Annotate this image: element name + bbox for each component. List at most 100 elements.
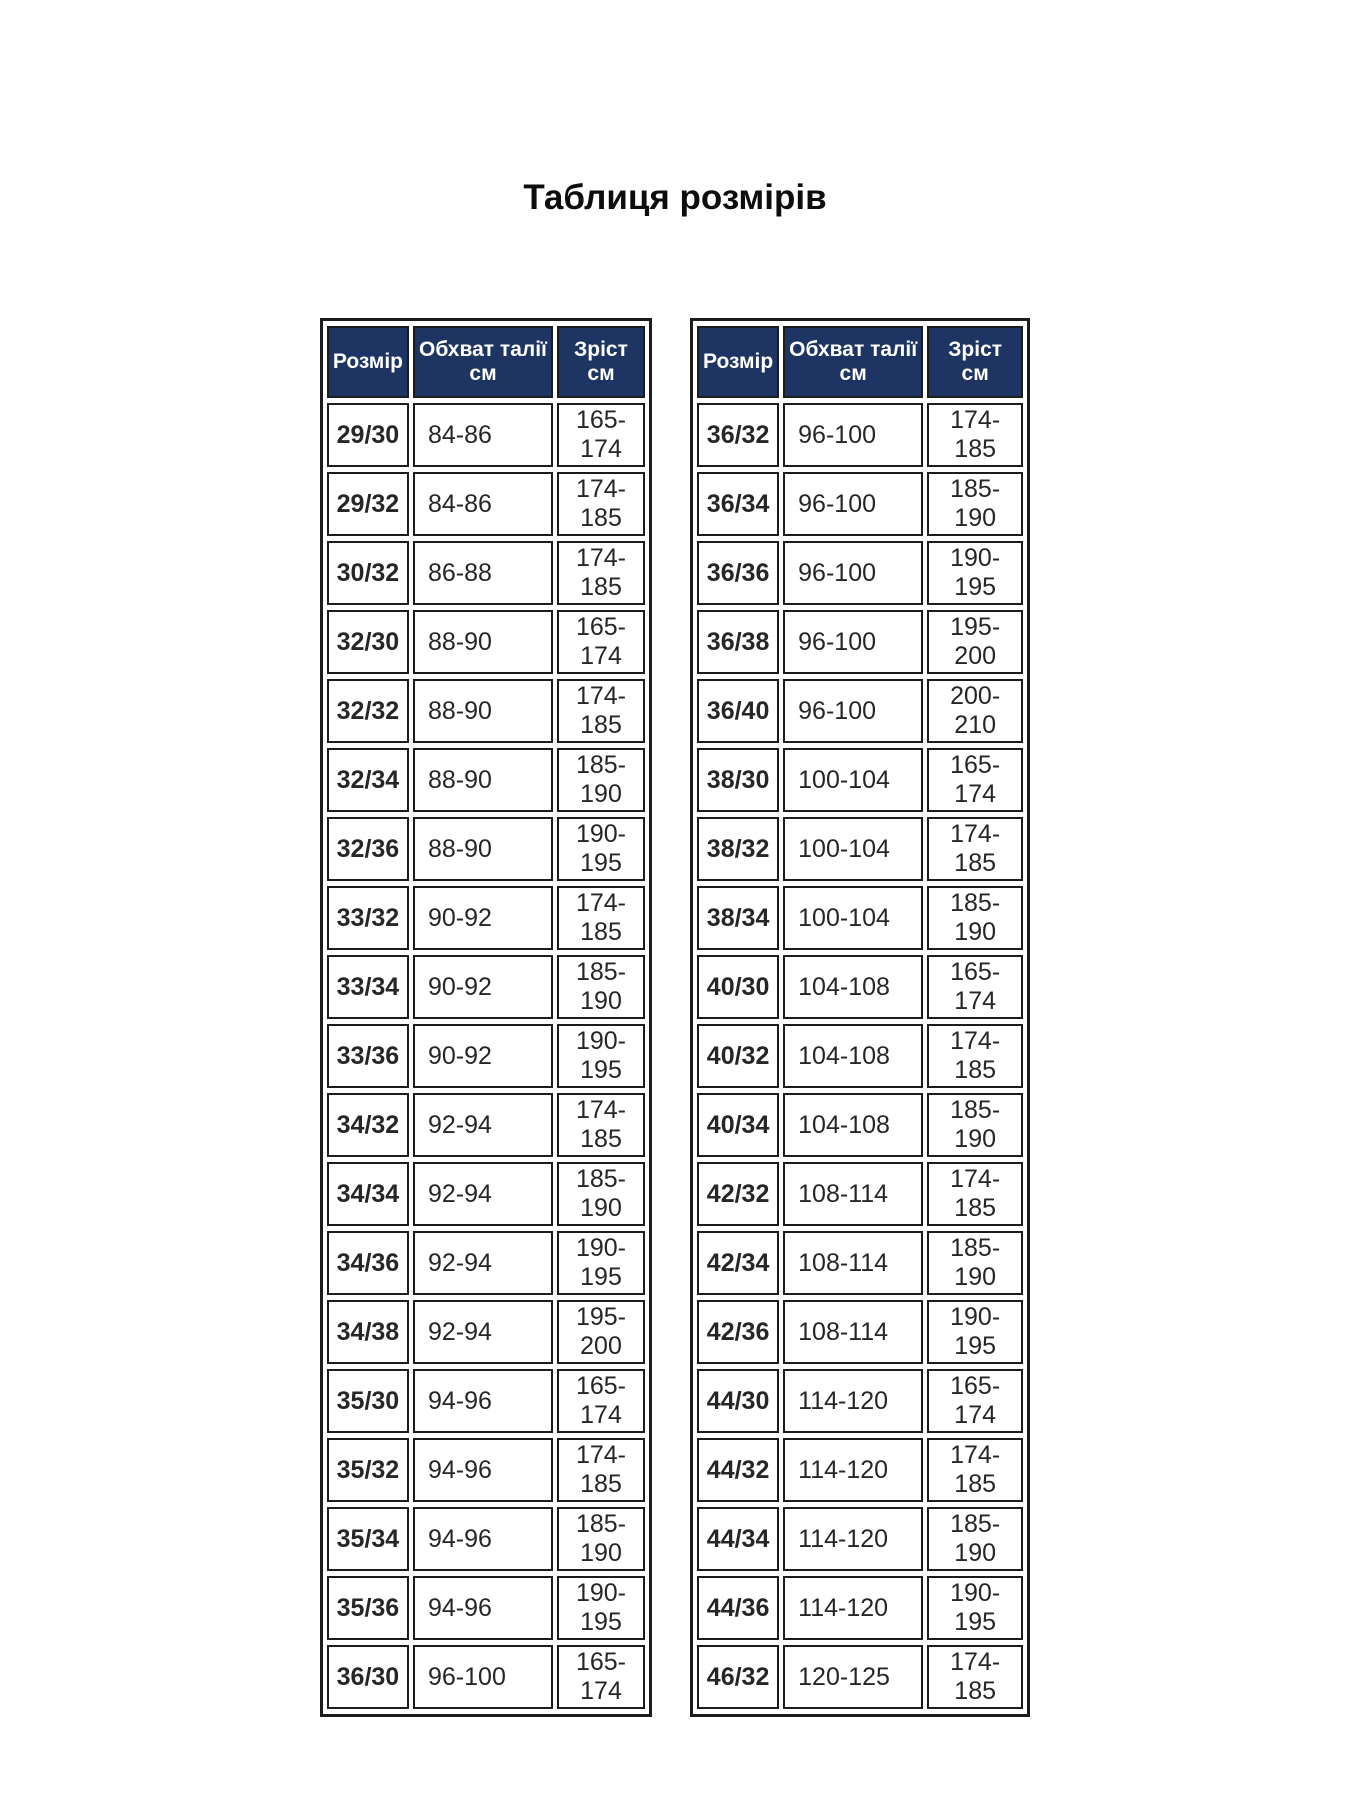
size-cell: 35/30 <box>326 1369 409 1433</box>
waist-cell: 88-90 <box>413 748 553 812</box>
size-cell: 36/34 <box>697 472 780 536</box>
table-row: 40/32 104-108 174-185 <box>697 1024 1024 1088</box>
height-cell: 174-185 <box>557 886 645 950</box>
height-cell: 165-174 <box>927 955 1024 1019</box>
table-row: 44/34 114-120 185-190 <box>697 1507 1024 1571</box>
waist-cell: 96-100 <box>783 610 924 674</box>
table-row: 40/30 104-108 165-174 <box>697 955 1024 1019</box>
table-header: Розмір Обхват талії см Зріст см <box>697 326 1024 398</box>
size-cell: 40/34 <box>697 1093 780 1157</box>
height-cell: 195-200 <box>927 610 1024 674</box>
table-row: 33/34 90-92 185-190 <box>326 955 645 1019</box>
size-cell: 44/34 <box>697 1507 780 1571</box>
waist-cell: 84-86 <box>413 403 553 467</box>
table-row: 29/32 84-86 174-185 <box>326 472 645 536</box>
waist-cell: 114-120 <box>783 1576 924 1640</box>
table-row: 38/30 100-104 165-174 <box>697 748 1024 812</box>
table-body: 29/30 84-86 165-174 29/32 84-86 174-185 30/32 8… <box>326 403 645 1709</box>
waist-cell: 96-100 <box>783 472 924 536</box>
height-cell: 185-190 <box>557 955 645 1019</box>
height-cell: 174-185 <box>557 1093 645 1157</box>
waist-cell: 96-100 <box>783 541 924 605</box>
waist-cell: 120-125 <box>783 1645 924 1709</box>
waist-cell: 100-104 <box>783 748 924 812</box>
size-cell: 30/32 <box>326 541 409 605</box>
table-row: 36/38 96-100 195-200 <box>697 610 1024 674</box>
height-cell: 200-210 <box>927 679 1024 743</box>
header-row: Розмір Обхват талії см Зріст см <box>326 326 645 398</box>
table-row: 46/32 120-125 174-185 <box>697 1645 1024 1709</box>
table-row: 33/32 90-92 174-185 <box>326 886 645 950</box>
height-cell: 185-190 <box>927 472 1024 536</box>
size-cell: 36/38 <box>697 610 780 674</box>
table-row: 36/36 96-100 190-195 <box>697 541 1024 605</box>
size-cell: 42/36 <box>697 1300 780 1364</box>
waist-cell: 88-90 <box>413 679 553 743</box>
table-row: 34/32 92-94 174-185 <box>326 1093 645 1157</box>
size-cell: 44/32 <box>697 1438 780 1502</box>
waist-cell: 88-90 <box>413 610 553 674</box>
height-cell: 174-185 <box>927 403 1024 467</box>
waist-cell: 92-94 <box>413 1162 553 1226</box>
table-row: 36/32 96-100 174-185 <box>697 403 1024 467</box>
size-cell: 29/32 <box>326 472 409 536</box>
size-cell: 33/32 <box>326 886 409 950</box>
waist-cell: 100-104 <box>783 817 924 881</box>
size-cell: 42/32 <box>697 1162 780 1226</box>
height-cell: 165-174 <box>927 1369 1024 1433</box>
size-cell: 32/36 <box>326 817 409 881</box>
height-cell: 165-174 <box>557 1369 645 1433</box>
size-cell: 44/30 <box>697 1369 780 1433</box>
waist-cell: 96-100 <box>783 403 924 467</box>
height-cell: 190-195 <box>557 1231 645 1295</box>
table-row: 32/36 88-90 190-195 <box>326 817 645 881</box>
size-cell: 34/36 <box>326 1231 409 1295</box>
table-body: 36/32 96-100 174-185 36/34 96-100 185-190 36/3… <box>697 403 1024 1709</box>
height-cell: 165-174 <box>557 1645 645 1709</box>
height-cell: 190-195 <box>927 1300 1024 1364</box>
table-row: 36/34 96-100 185-190 <box>697 472 1024 536</box>
waist-cell: 108-114 <box>783 1300 924 1364</box>
height-cell: 190-195 <box>927 541 1024 605</box>
height-cell: 174-185 <box>927 1645 1024 1709</box>
column-header-size: Розмір <box>697 326 780 398</box>
table-row: 32/32 88-90 174-185 <box>326 679 645 743</box>
column-header-waist: Обхват талії см <box>783 326 924 398</box>
height-cell: 185-190 <box>927 886 1024 950</box>
table-row: 29/30 84-86 165-174 <box>326 403 645 467</box>
table-row: 40/34 104-108 185-190 <box>697 1093 1024 1157</box>
size-cell: 38/30 <box>697 748 780 812</box>
table-row: 34/36 92-94 190-195 <box>326 1231 645 1295</box>
waist-cell: 90-92 <box>413 886 553 950</box>
size-cell: 35/36 <box>326 1576 409 1640</box>
table-row: 33/36 90-92 190-195 <box>326 1024 645 1088</box>
waist-cell: 94-96 <box>413 1576 553 1640</box>
size-cell: 29/30 <box>326 403 409 467</box>
size-cell: 42/34 <box>697 1231 780 1295</box>
height-cell: 174-185 <box>927 817 1024 881</box>
table-row: 35/34 94-96 185-190 <box>326 1507 645 1571</box>
size-cell: 35/32 <box>326 1438 409 1502</box>
height-cell: 190-195 <box>557 1576 645 1640</box>
size-cell: 32/30 <box>326 610 409 674</box>
height-cell: 174-185 <box>557 472 645 536</box>
size-cell: 33/34 <box>326 955 409 1019</box>
waist-cell: 94-96 <box>413 1438 553 1502</box>
height-cell: 185-190 <box>557 748 645 812</box>
header-row: Розмір Обхват талії см Зріст см <box>697 326 1024 398</box>
waist-cell: 88-90 <box>413 817 553 881</box>
page-title: Таблиця розмірів <box>523 178 827 217</box>
table-row: 42/36 108-114 190-195 <box>697 1300 1024 1364</box>
height-cell: 185-190 <box>557 1507 645 1571</box>
height-cell: 190-195 <box>927 1576 1024 1640</box>
waist-cell: 114-120 <box>783 1369 924 1433</box>
waist-cell: 108-114 <box>783 1231 924 1295</box>
height-cell: 185-190 <box>557 1162 645 1226</box>
waist-cell: 100-104 <box>783 886 924 950</box>
height-cell: 174-185 <box>927 1438 1024 1502</box>
size-cell: 36/36 <box>697 541 780 605</box>
table-row: 35/30 94-96 165-174 <box>326 1369 645 1433</box>
height-cell: 165-174 <box>927 748 1024 812</box>
waist-cell: 114-120 <box>783 1507 924 1571</box>
waist-cell: 96-100 <box>783 679 924 743</box>
